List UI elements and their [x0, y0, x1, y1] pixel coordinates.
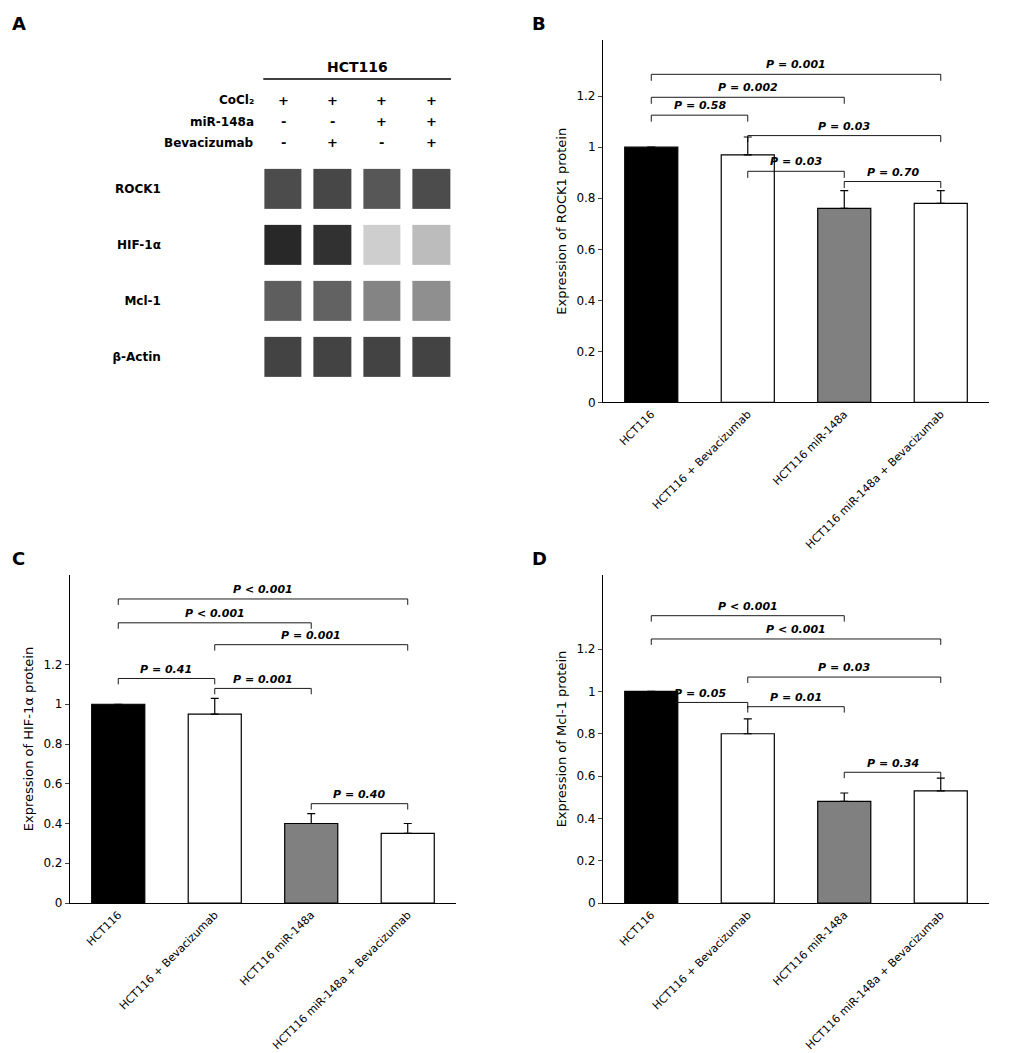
svg-text:0.6: 0.6 — [576, 769, 595, 783]
svg-text:-: - — [281, 135, 286, 150]
svg-text:HCT116 + Bevacizumab: HCT116 + Bevacizumab — [650, 909, 754, 1013]
svg-text:0.2: 0.2 — [576, 345, 595, 359]
svg-text:P = 0.41: P = 0.41 — [140, 663, 192, 676]
svg-text:P = 0.001: P = 0.001 — [766, 58, 826, 71]
svg-text:0: 0 — [588, 896, 596, 910]
svg-text:Mcl-1: Mcl-1 — [124, 294, 161, 308]
svg-text:P = 0.03: P = 0.03 — [818, 661, 870, 674]
svg-text:P = 0.58: P = 0.58 — [674, 99, 726, 112]
svg-text:B: B — [532, 13, 546, 34]
svg-text:P = 0.001: P = 0.001 — [233, 673, 293, 686]
svg-text:+: + — [278, 93, 289, 108]
svg-text:P = 0.34: P = 0.34 — [867, 757, 919, 770]
svg-text:+: + — [376, 114, 387, 129]
svg-text:ROCK1: ROCK1 — [115, 182, 161, 196]
svg-text:P = 0.03: P = 0.03 — [818, 120, 870, 133]
svg-text:HCT116 + Bevacizumab: HCT116 + Bevacizumab — [650, 408, 754, 512]
svg-text:0.8: 0.8 — [576, 727, 595, 741]
svg-text:1: 1 — [588, 140, 596, 154]
svg-text:Expression of ROCK1 protein: Expression of ROCK1 protein — [554, 128, 569, 315]
svg-text:0.8: 0.8 — [576, 191, 595, 205]
svg-text:0.2: 0.2 — [43, 856, 62, 870]
svg-text:P = 0.01: P = 0.01 — [770, 691, 822, 704]
svg-text:P = 0.001: P = 0.001 — [281, 629, 341, 642]
svg-text:Bevacizumab: Bevacizumab — [164, 136, 254, 150]
svg-text:+: + — [426, 93, 437, 108]
svg-text:P = 0.03: P = 0.03 — [770, 155, 822, 168]
svg-text:0: 0 — [588, 396, 596, 410]
svg-text:HCT116 + Bevacizumab: HCT116 + Bevacizumab — [117, 909, 221, 1013]
svg-text:+: + — [327, 93, 338, 108]
svg-text:0.8: 0.8 — [43, 737, 62, 751]
svg-text:CoCl₂: CoCl₂ — [219, 93, 254, 107]
svg-text:P = 0.40: P = 0.40 — [333, 788, 385, 801]
svg-text:C: C — [12, 548, 25, 569]
svg-text:+: + — [426, 135, 437, 150]
svg-text:0.6: 0.6 — [576, 243, 595, 257]
svg-text:HCT116 miR-148a + Bevacizumab: HCT116 miR-148a + Bevacizumab — [803, 909, 946, 1052]
svg-text:HCT116 miR-148a + Bevacizumab: HCT116 miR-148a + Bevacizumab — [803, 408, 946, 551]
svg-text:+: + — [376, 93, 387, 108]
svg-text:D: D — [532, 548, 547, 569]
svg-text:-: - — [379, 135, 384, 150]
svg-text:HCT116: HCT116 — [327, 59, 388, 75]
svg-text:1: 1 — [55, 697, 63, 711]
svg-text:P = 0.05: P = 0.05 — [674, 687, 726, 700]
svg-text:A: A — [12, 13, 26, 34]
svg-text:P < 0.001: P < 0.001 — [185, 607, 245, 620]
svg-text:0.4: 0.4 — [576, 294, 595, 308]
svg-text:miR-148a: miR-148a — [190, 115, 254, 129]
svg-text:0.4: 0.4 — [43, 817, 62, 831]
svg-text:+: + — [426, 114, 437, 129]
svg-text:Expression of HIF-1α protein: Expression of HIF-1α protein — [21, 647, 36, 831]
svg-text:P < 0.001: P < 0.001 — [233, 583, 293, 596]
svg-text:β-Actin: β-Actin — [113, 350, 161, 364]
svg-text:HCT116 miR-148a: HCT116 miR-148a — [770, 408, 850, 488]
svg-text:0.2: 0.2 — [576, 854, 595, 868]
svg-text:P = 0.002: P = 0.002 — [718, 81, 778, 94]
svg-text:HIF-1α: HIF-1α — [117, 238, 161, 252]
svg-text:-: - — [281, 114, 286, 129]
svg-text:HCT116 miR-148a: HCT116 miR-148a — [237, 909, 317, 989]
svg-text:P < 0.001: P < 0.001 — [766, 623, 826, 636]
svg-text:HCT116: HCT116 — [617, 909, 657, 949]
svg-text:0.6: 0.6 — [43, 777, 62, 791]
svg-text:0: 0 — [55, 896, 63, 910]
svg-text:1.2: 1.2 — [43, 658, 62, 672]
svg-text:P = 0.70: P = 0.70 — [867, 166, 919, 179]
svg-text:HCT116 miR-148a: HCT116 miR-148a — [770, 909, 850, 989]
svg-text:Expression of Mcl-1 protein: Expression of Mcl-1 protein — [554, 651, 569, 828]
svg-text:-: - — [330, 114, 335, 129]
svg-text:1.2: 1.2 — [576, 642, 595, 656]
svg-text:0.4: 0.4 — [576, 812, 595, 826]
svg-text:+: + — [327, 135, 338, 150]
svg-text:1: 1 — [588, 685, 596, 699]
svg-text:HCT116: HCT116 — [617, 408, 657, 448]
svg-text:P < 0.001: P < 0.001 — [718, 600, 778, 613]
svg-text:HCT116 miR-148a + Bevacizumab: HCT116 miR-148a + Bevacizumab — [270, 909, 413, 1052]
svg-text:HCT116: HCT116 — [84, 909, 124, 949]
svg-text:1.2: 1.2 — [576, 89, 595, 103]
